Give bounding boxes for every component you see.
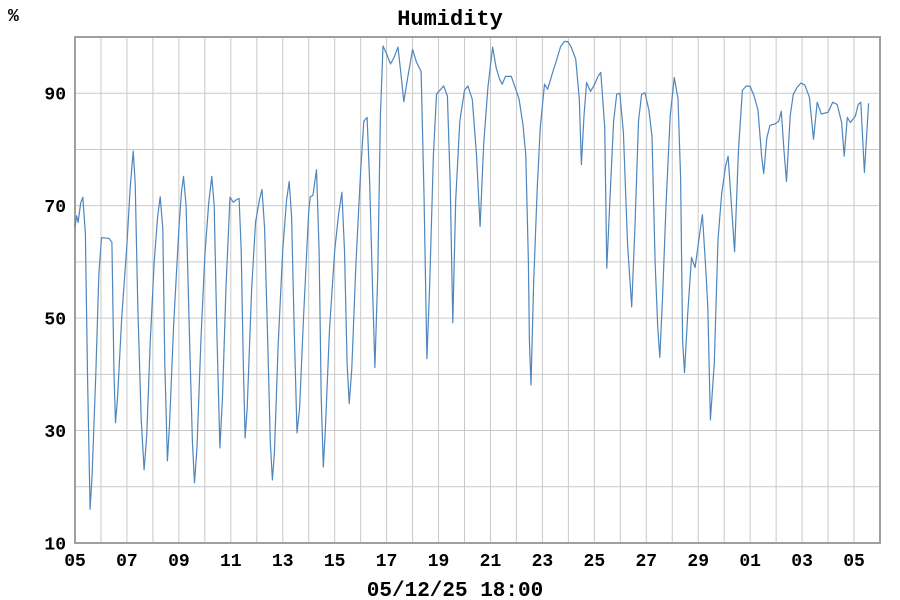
y-axis-tick-labels: 90 70 50 30 10	[44, 86, 66, 556]
x-tick-label: 15	[324, 552, 346, 572]
timestamp-label: 05/12/25 18:00	[367, 580, 543, 600]
x-tick-label: 27	[635, 552, 657, 572]
x-tick-label: 21	[480, 552, 502, 572]
x-tick-label: 25	[584, 552, 606, 572]
y-tick-label: 10	[44, 536, 66, 556]
x-tick-label: 29	[687, 552, 709, 572]
plot-border	[74, 36, 881, 544]
x-tick-label: 05	[64, 552, 86, 572]
humidity-line	[74, 40, 870, 510]
x-tick-label: 07	[116, 552, 138, 572]
x-tick-label: 23	[532, 552, 554, 572]
x-tick-label: 03	[791, 552, 813, 572]
x-tick-label: 05	[843, 552, 865, 572]
x-tick-label: 01	[739, 552, 761, 572]
humidity-line-series	[74, 40, 870, 510]
x-tick-label: 11	[220, 552, 242, 572]
x-axis-tick-labels: 05 07 09 11 13 15 17 19 21 23 25 27 29 01 03 05	[64, 552, 865, 572]
y-tick-label: 50	[44, 311, 66, 331]
y-tick-label: 70	[44, 198, 66, 218]
x-tick-label: 17	[376, 552, 398, 572]
y-axis-unit-label: %	[8, 7, 19, 27]
x-tick-label: 09	[168, 552, 190, 572]
x-tick-label: 19	[428, 552, 450, 572]
grid-lines	[75, 37, 880, 543]
y-tick-label: 30	[44, 423, 66, 443]
y-tick-label: 90	[44, 86, 66, 106]
x-tick-label: 13	[272, 552, 294, 572]
chart-title: Humidity	[397, 7, 503, 32]
